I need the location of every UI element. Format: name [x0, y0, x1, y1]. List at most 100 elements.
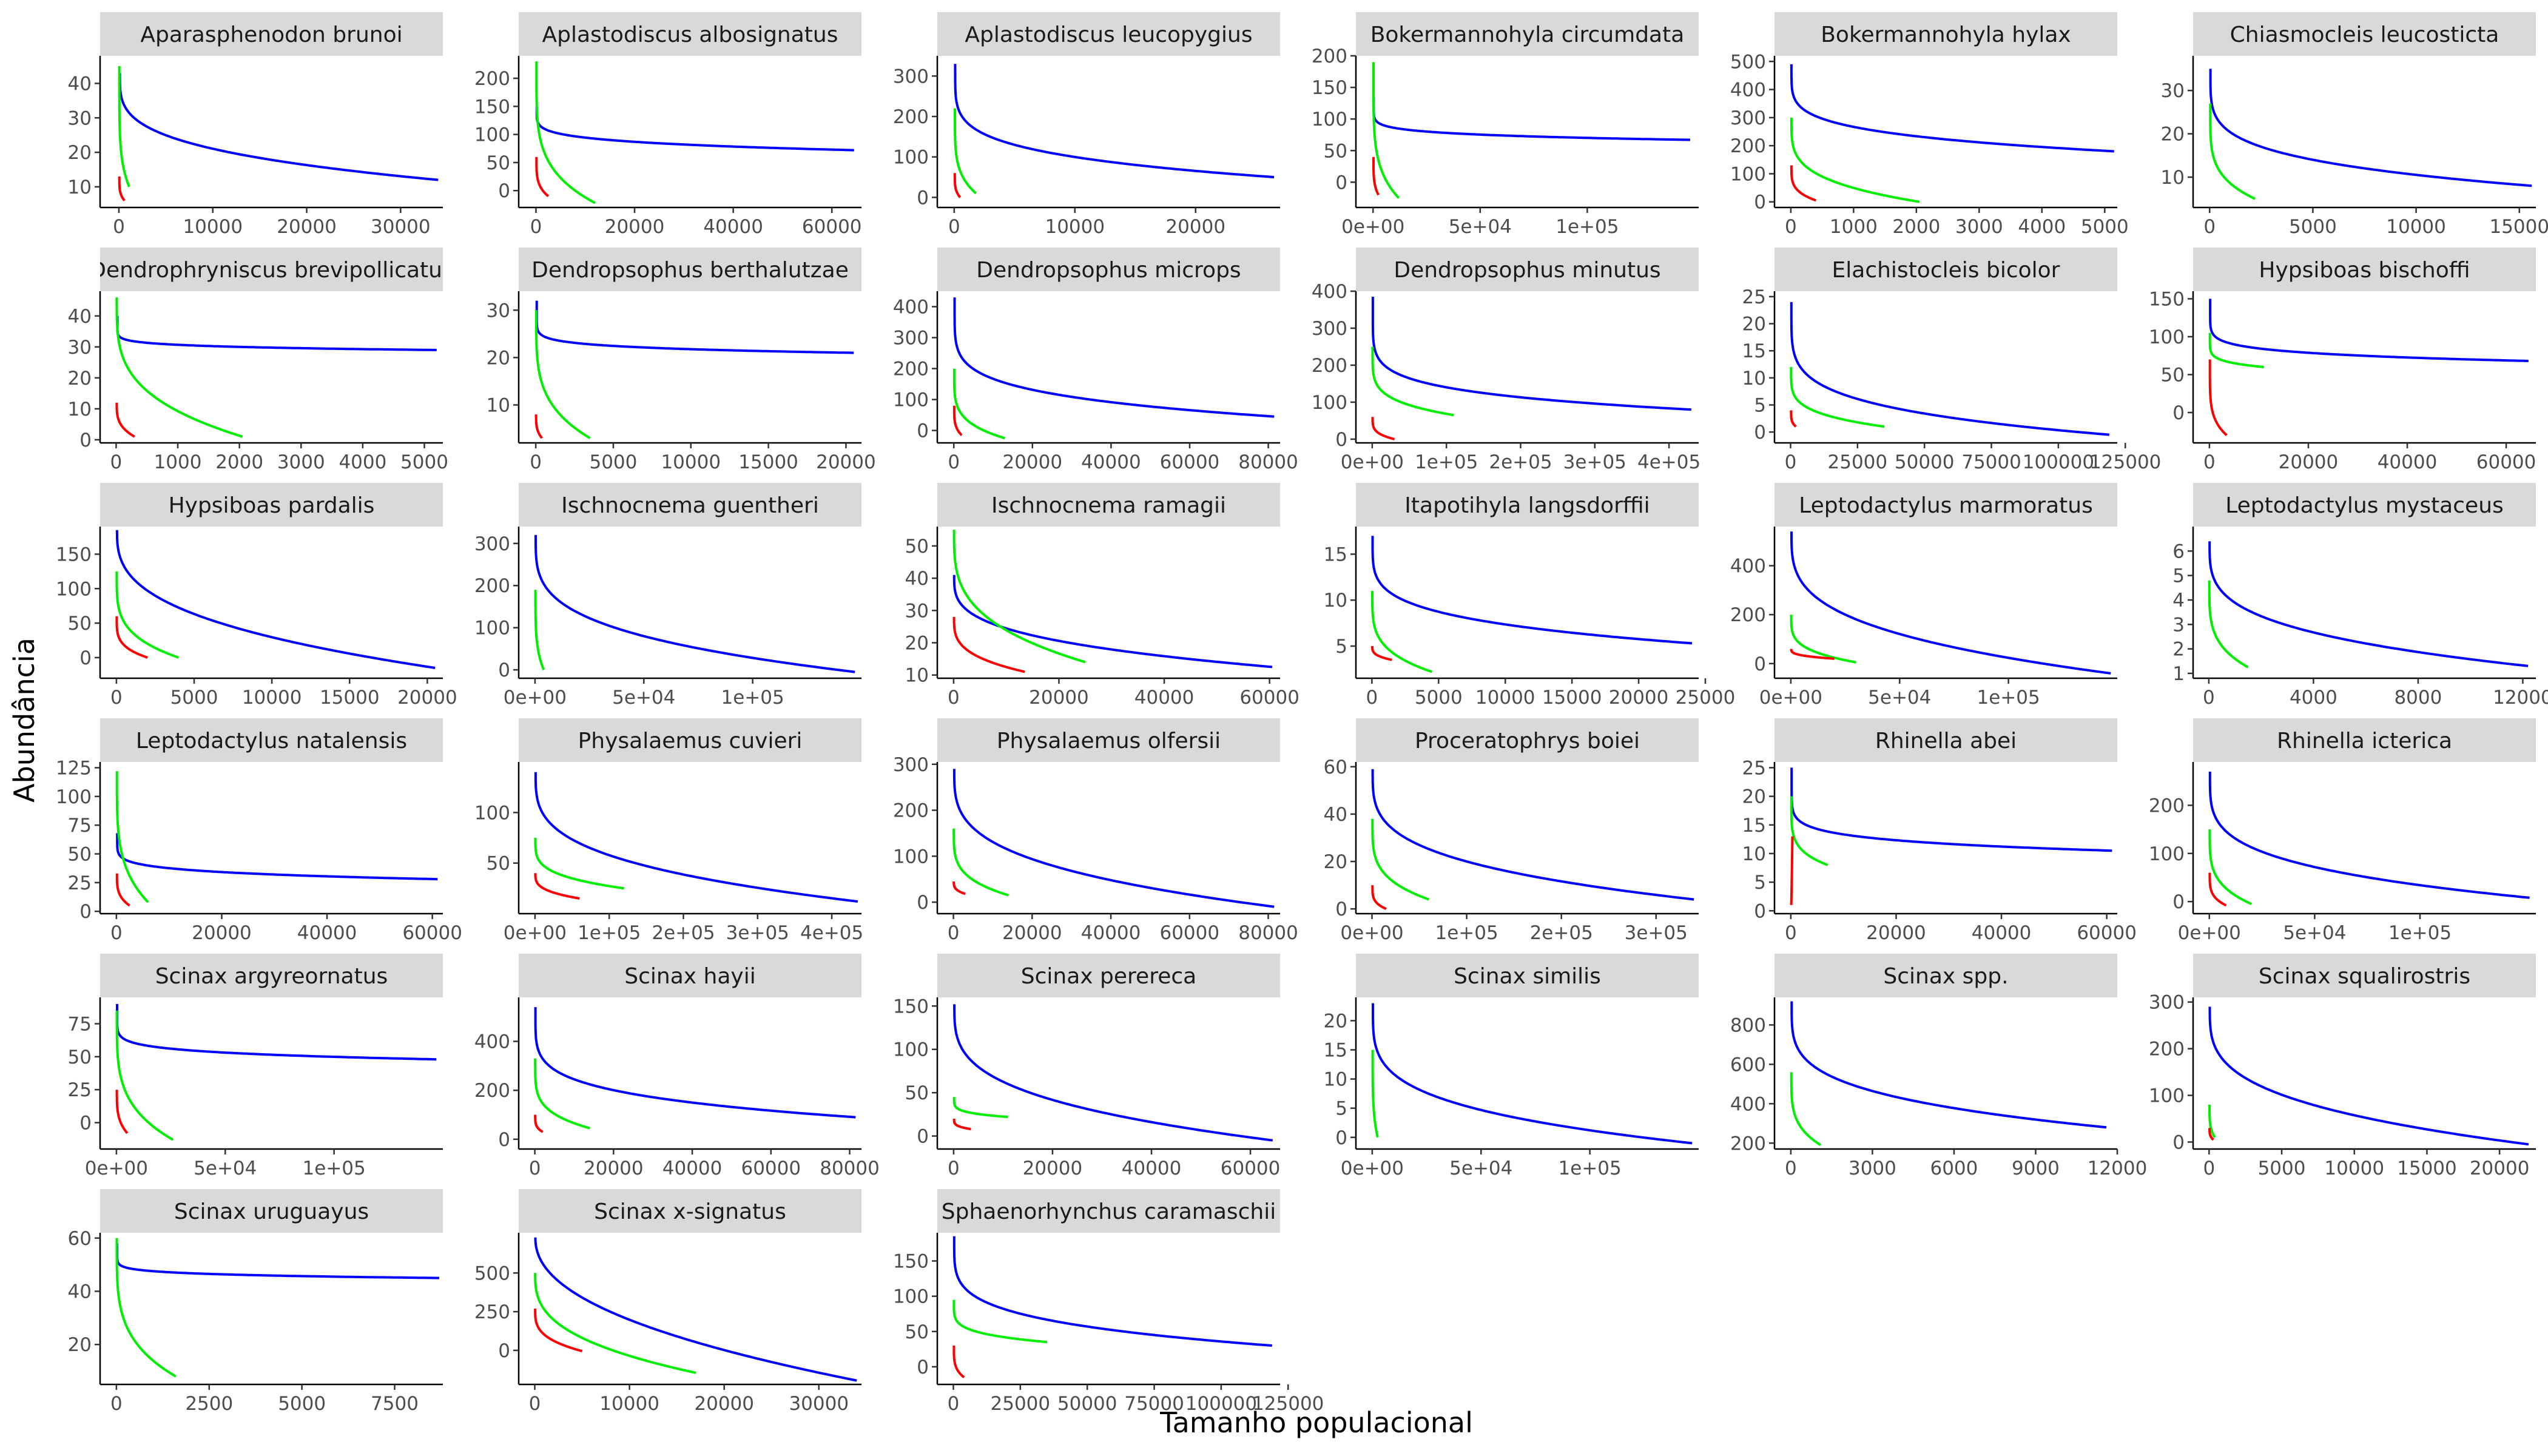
y-tick-label: 5: [1335, 1098, 1347, 1120]
y-tick-label: 100: [893, 147, 929, 169]
series-line: [115, 771, 149, 903]
series-line: [1371, 346, 1454, 417]
facet-title: Scinax argyreornatus: [155, 964, 388, 989]
y-tick-label: 40: [68, 73, 92, 95]
y-tick-label: 100: [893, 1286, 929, 1308]
facet-strip: [937, 718, 1280, 762]
y-tick-label: 10: [905, 665, 929, 687]
x-tick-label: 60000: [1221, 1158, 1281, 1179]
x-tick-label: 0: [529, 1393, 541, 1415]
series-line: [115, 530, 436, 669]
x-tick-label: 0: [1366, 687, 1378, 709]
x-tick-label: 3e+05: [1563, 451, 1626, 473]
x-tick-label: 5000: [1415, 687, 1463, 709]
y-tick-label: 20: [1742, 786, 1766, 808]
x-tick-label: 3000: [1955, 216, 2003, 238]
x-tick-label: 60000: [1239, 687, 1299, 709]
y-tick-label: 40: [68, 1281, 92, 1303]
facet-title: Leptodactylus mystaceus: [2225, 493, 2504, 518]
y-tick-label: 200: [2149, 1039, 2185, 1060]
series-line: [118, 73, 439, 181]
x-tick-label: 0: [2203, 687, 2215, 709]
x-tick-label: 5e+04: [1449, 1158, 1512, 1179]
facet-strip: [519, 248, 861, 291]
x-tick-label: 1e+05: [2388, 922, 2452, 944]
y-tick-label: 300: [893, 328, 929, 349]
x-tick-label: 80000: [1238, 451, 1298, 473]
series-line: [1790, 836, 1794, 905]
y-tick-label: 50: [68, 1046, 92, 1068]
x-tick-label: 60000: [2476, 451, 2536, 473]
x-tick-label: 0: [110, 1393, 123, 1415]
x-tick-label: 0: [530, 451, 542, 473]
x-tick-label: 0: [110, 451, 123, 473]
facet-panel: Leptodactylus marmoratus 0 200 400 0e+00 5e+0…: [1730, 483, 2117, 709]
y-tick-label: 3: [2172, 614, 2185, 636]
x-tick-label: 40000: [703, 216, 763, 238]
x-tick-label: 1e+05: [1559, 1158, 1622, 1179]
x-tick-label: 0: [110, 687, 123, 709]
facet-panel: Hypsiboas pardalis 0 50 100 150 0 5000 10000 150…: [56, 483, 457, 709]
x-tick-label: 10000: [2324, 1158, 2384, 1179]
x-tick-label: 0e+00: [1759, 687, 1822, 709]
x-tick-label: 10000: [1045, 216, 1105, 238]
y-tick-label: 400: [1312, 281, 1347, 303]
series-line: [115, 1010, 174, 1141]
series-line: [1790, 531, 2111, 675]
x-tick-label: 0: [529, 1158, 541, 1179]
y-tick-label: 0: [917, 1357, 929, 1378]
x-tick-label: 0e+00: [85, 1158, 148, 1179]
facet-panel: Hypsiboas bischoffi 0 50 100 150 0 20000 40000 6…: [2149, 248, 2536, 473]
y-tick-label: 100: [1312, 392, 1347, 414]
series-line: [1790, 615, 1856, 664]
x-tick-label: 4000: [339, 451, 386, 473]
facet-title: Itapotihyla langsdorffii: [1404, 493, 1650, 518]
facet-panel: Scinax x-signatus 0 250 500 0 10000 20000 30000: [474, 1189, 861, 1415]
series-line: [952, 828, 1009, 897]
y-tick-label: 500: [474, 1262, 510, 1284]
x-tick-label: 25000: [1828, 451, 1888, 473]
facet-title: Ischnocnema ramagii: [991, 493, 1226, 518]
x-tick-label: 1e+05: [303, 1158, 366, 1179]
facet-strip: [100, 718, 443, 762]
x-tick-label: 1e+05: [1415, 451, 1478, 473]
y-tick-label: 20: [1324, 1010, 1347, 1032]
y-tick-label: 300: [1312, 318, 1347, 340]
facet-title: Scinax hayii: [624, 964, 755, 989]
series-line: [115, 1238, 177, 1378]
facet-title: Dendropsophus minutus: [1394, 258, 1660, 283]
facet-panel: Physalaemus olfersii 0 100 200 300 0 20000 4000…: [893, 718, 1298, 944]
facet-panel: Ischnocnema ramagii 10 20 30 40 50 0 20000 40000…: [905, 483, 1299, 709]
y-tick-label: 15: [1742, 815, 1766, 837]
y-tick-label: 150: [56, 544, 92, 565]
facet-title: Rhinella abei: [1875, 729, 2017, 753]
facet-panel: Scinax uruguayus 20 40 60 0 2500 5000 7500: [68, 1189, 443, 1415]
facet-panel: Scinax squalirostris 0 100 200 300 0 5000 10000…: [2149, 954, 2536, 1179]
facet-strip: [519, 12, 861, 56]
x-tick-label: 0: [1785, 216, 1797, 238]
y-tick-label: 30: [487, 300, 510, 322]
series-line: [115, 873, 130, 907]
facet-title: Scinax perereca: [1021, 964, 1196, 989]
y-tick-label: 100: [893, 1039, 929, 1061]
series-line: [952, 769, 1275, 908]
y-tick-label: 15: [1324, 544, 1347, 565]
y-tick-label: 100: [2149, 843, 2185, 865]
y-tick-label: 400: [1730, 556, 1766, 578]
x-tick-label: 5000: [2289, 216, 2337, 238]
y-tick-label: 0: [498, 1340, 510, 1362]
x-tick-label: 2000: [1892, 216, 1940, 238]
y-tick-label: 10: [487, 395, 510, 417]
facet-title: Physalaemus cuvieri: [578, 729, 803, 753]
series-line: [1790, 117, 1920, 203]
x-tick-label: 40000: [297, 922, 357, 944]
y-tick-label: 0: [498, 1129, 510, 1151]
y-tick-label: 5: [2172, 565, 2185, 587]
x-tick-label: 80000: [820, 1158, 880, 1179]
series-line: [1790, 767, 2112, 852]
y-tick-label: 60: [68, 1228, 92, 1250]
y-tick-label: 10: [2161, 167, 2185, 189]
y-tick-label: 10: [1324, 590, 1347, 612]
x-tick-label: 1000: [154, 451, 202, 473]
y-tick-label: 250: [474, 1301, 510, 1323]
